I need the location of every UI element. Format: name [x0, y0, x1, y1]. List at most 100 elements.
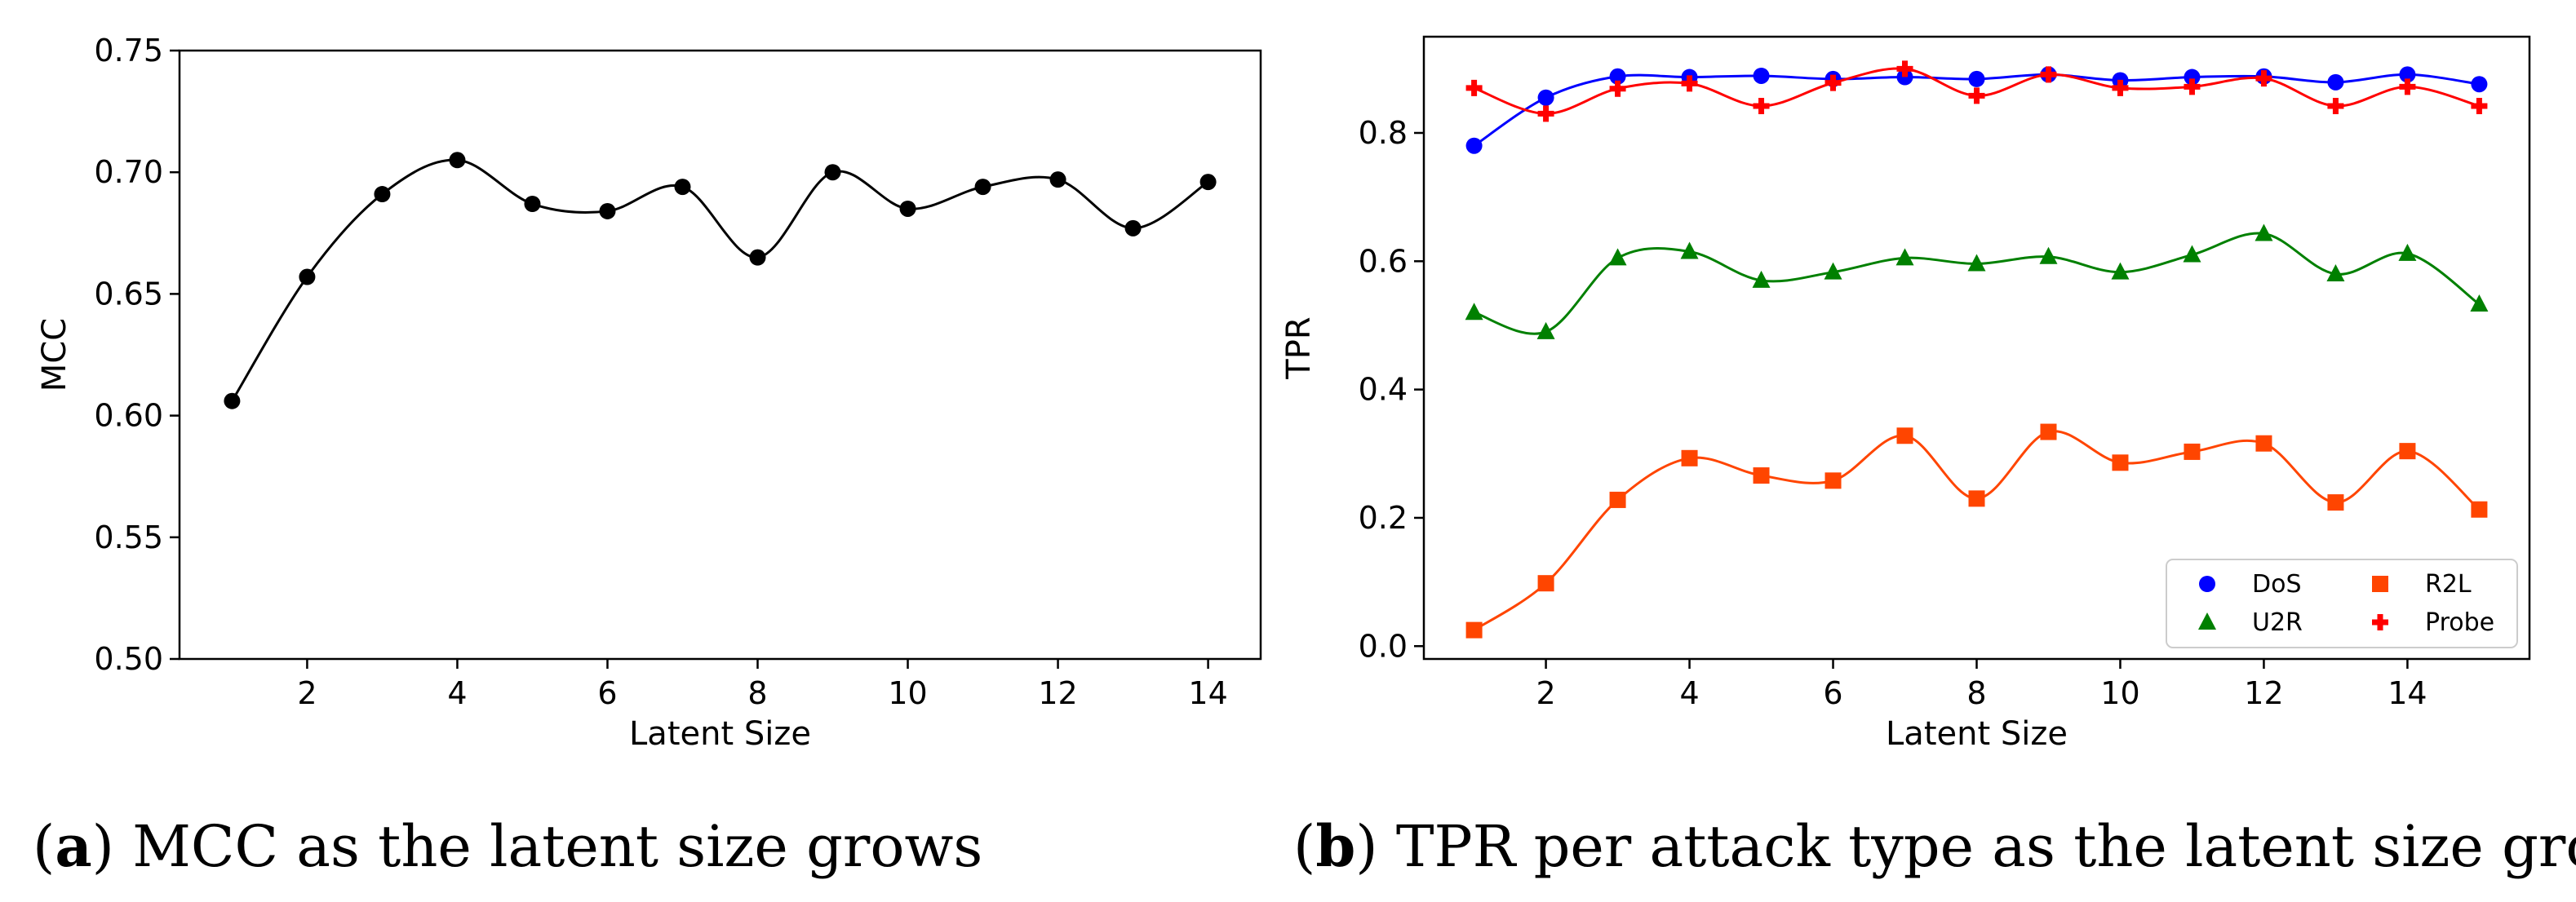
panel-a-series-mcc-point-12: [1049, 171, 1066, 188]
panel-a-x-tick-label-10: 10: [888, 675, 927, 711]
panel-b-series-r2l-point-10: [2112, 454, 2129, 471]
caption-a-label: a: [55, 812, 91, 880]
panel-a-x-tick-label-12: 12: [1038, 675, 1077, 711]
panel-b-tpr-chart: 2 4 6 8 10 12 14 0.0 0.2 0.4 0.6 0.8 Latent Size TPR D…: [1280, 35, 2531, 753]
panel-b-x-tick-label-4: 4: [1679, 675, 1699, 711]
panel-b-series-probe-point-14: [2399, 78, 2416, 95]
panel-a-series-mcc-point-11: [974, 179, 991, 196]
panel-a-mcc-chart: 2 4 6 8 10 12 14 0.50 0.55 0.60 0.65 0.70 0.75 Latent…: [36, 33, 1262, 753]
panel-b-series-probe-point-13: [2327, 97, 2344, 114]
panel-b-legend-box: [2166, 559, 2518, 648]
panel-b-series-r2l-point-11: [2184, 443, 2201, 460]
panel-b-series-dos-point-15: [2471, 76, 2488, 93]
panel-a-x-tick-label-4: 4: [447, 675, 467, 711]
panel-a-series-mcc-point-8: [749, 249, 766, 266]
panel-a-x-tick-label-14: 14: [1188, 675, 1227, 711]
panel-b-series-dos-point-13: [2327, 73, 2344, 91]
panel-a-series-mcc-point-7: [674, 179, 691, 196]
panel-b-series-u2r-line: [1474, 232, 2481, 335]
panel-b-series-r2l-point-15: [2471, 501, 2488, 518]
caption-b-label: b: [1315, 812, 1355, 880]
panel-b-series-u2r-point-7: [1895, 248, 1914, 266]
panel-b-series-r2l-point-14: [2399, 443, 2416, 460]
panel-a-plot-frame: [178, 49, 1262, 661]
panel-a-series-mcc-point-9: [824, 164, 841, 181]
panel-b-x-tick-label-8: 8: [1966, 675, 1986, 711]
panel-b-series-probe-point-8: [1968, 87, 1985, 104]
panel-b-series-r2l-point-8: [1968, 490, 1985, 507]
panel-b-series-r2l-point-1: [1465, 621, 1483, 639]
panel-b-series-u2r-point-8: [1967, 254, 1986, 272]
panel-b-series-u2r-point-13: [2326, 264, 2345, 282]
panel-b-series-u2r-point-9: [2039, 246, 2058, 264]
panel-b-y-tick-label-4: 0.8: [1359, 115, 1408, 151]
panel-b-series-dos-point-7: [1896, 69, 1913, 86]
panel-b-series-u2r-point-15: [2470, 294, 2489, 312]
panel-b-y-tick-label-0: 0.0: [1359, 628, 1408, 664]
panel-a-series-mcc-point-3: [374, 186, 391, 203]
panel-b-legend-marker-r2l: [2372, 576, 2388, 592]
caption-a-text: ) MCC as the latent size grows: [92, 813, 983, 880]
panel-a-series-mcc-point-1: [224, 392, 241, 409]
caption-b-text: ) TPR per attack type as the latent size…: [1355, 813, 2576, 880]
panel-b-series-probe-point-4: [1681, 75, 1698, 92]
panel-b-legend-label-u2r: U2R: [2252, 608, 2303, 637]
panel-a-y-tick-label-0: 0.50: [94, 641, 163, 677]
panel-b-legend-label-probe: Probe: [2425, 608, 2494, 637]
panel-a-y-tick-label-2: 0.60: [94, 398, 163, 434]
panel-b-x-tick-label-14: 14: [2388, 675, 2427, 711]
panel-a-series-mcc-point-14: [1199, 174, 1217, 191]
panel-b-legend: DoS R2L U2R Probe: [2166, 559, 2518, 648]
panel-b-series-dos-point-14: [2399, 66, 2416, 83]
panel-b-series-u2r-point-11: [2183, 245, 2201, 263]
panel-b-series-r2l-point-7: [1896, 427, 1913, 444]
panel-b-series-r2l-point-9: [2040, 423, 2057, 440]
panel-b-y-tick-label-3: 0.6: [1359, 243, 1408, 279]
panel-b-series-u2r-point-5: [1752, 270, 1771, 288]
panel-b-series-dos-point-11: [2184, 69, 2201, 86]
panel-b-series-r2l-point-6: [1824, 472, 1842, 489]
panel-b-y-axis-title: TPR: [1280, 316, 1318, 379]
panel-a-y-axis-title: MCC: [36, 318, 73, 391]
panel-a-series-mcc-point-5: [524, 195, 541, 212]
panel-b-series-dos-point-5: [1753, 67, 1770, 84]
panel-b-series-r2l-point-3: [1609, 491, 1626, 508]
panel-b-series-probe-point-3: [1609, 80, 1626, 97]
panel-a-y-tick-label-1: 0.55: [94, 520, 163, 555]
panel-b-series-dos-point-8: [1968, 70, 1985, 87]
panel-b-series-probe-point-11: [2184, 78, 2201, 95]
panel-b-series-r2l-point-13: [2327, 494, 2344, 511]
panel-b-series-u2r-point-14: [2398, 243, 2417, 261]
panel-b-series-probe-point-2: [1537, 105, 1554, 122]
panel-b-series-probe-point-6: [1824, 74, 1842, 91]
panel-b-series-r2l-point-4: [1681, 449, 1698, 466]
panel-a-series-mcc-point-6: [599, 202, 616, 219]
panel-b-series-probe-point-1: [1465, 79, 1483, 96]
panel-a-series-mcc-point-2: [299, 268, 316, 285]
panel-b-x-tick-label-2: 2: [1536, 675, 1555, 711]
panel-b-series-dos-point-2: [1537, 89, 1554, 106]
panel-a-y-tick-label-4: 0.70: [94, 154, 163, 190]
panel-a-x-tick-label-2: 2: [297, 675, 317, 711]
panel-b-series-probe-point-15: [2471, 97, 2488, 114]
panel-b-legend-label-r2l: R2L: [2425, 570, 2472, 599]
caption-a: (a) MCC as the latent size grows: [33, 812, 982, 880]
panel-b-series-r2l-point-5: [1753, 467, 1770, 484]
panel-a-y-tick-label-5: 0.75: [94, 33, 163, 69]
panel-b-legend-marker-u2r: [2198, 612, 2216, 630]
panel-b-series-u2r-point-3: [1608, 248, 1627, 266]
panel-b-legend-marker-dos: [2199, 576, 2215, 592]
panel-b-series-u2r-point-1: [1465, 303, 1483, 321]
panel-b-series-u2r-point-6: [1824, 262, 1842, 280]
panel-b-x-tick-label-6: 6: [1823, 675, 1842, 711]
panel-b-legend-label-dos: DoS: [2252, 570, 2302, 599]
panel-b-series-dos-point-3: [1609, 68, 1626, 85]
panel-b-x-tick-label-12: 12: [2244, 675, 2283, 711]
panel-b-series-u2r-point-12: [2255, 223, 2273, 241]
panel-a-x-axis-title: Latent Size: [629, 715, 811, 753]
panel-b-y-tick-label-2: 0.4: [1359, 372, 1408, 408]
panel-b-series-r2l-point-2: [1537, 575, 1554, 592]
panel-a-series-mcc-point-4: [449, 152, 466, 169]
caption-b: (b) TPR per attack type as the latent si…: [1293, 812, 2576, 880]
panel-a-x-tick-label-6: 6: [597, 675, 617, 711]
